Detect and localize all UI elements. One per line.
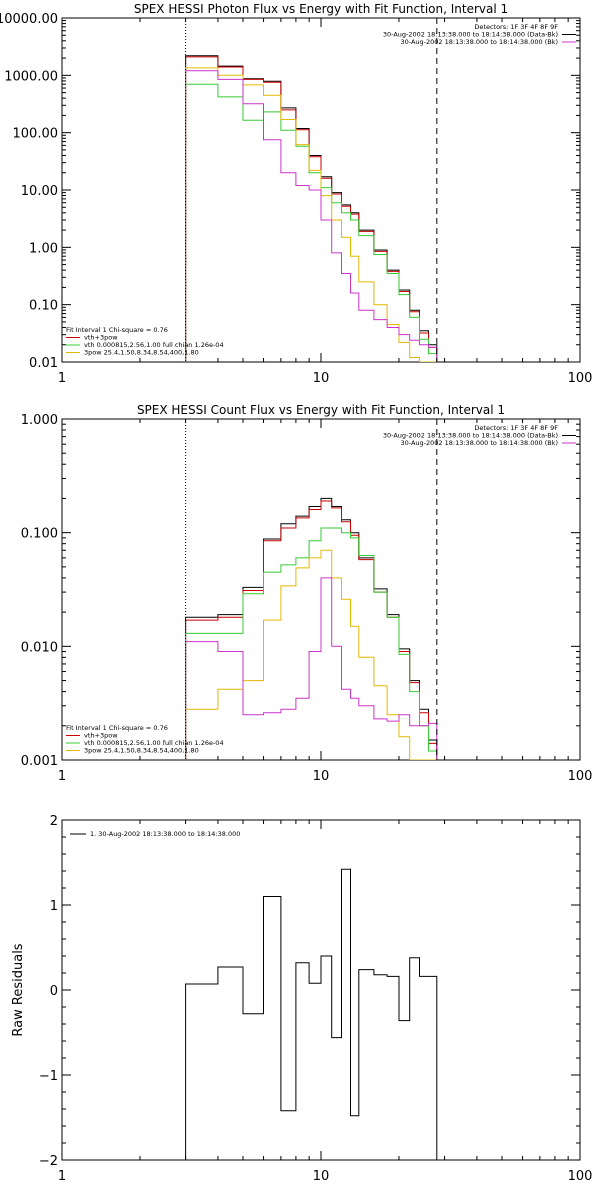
y-tick-label: −1	[39, 1069, 58, 1084]
y-tick-label: 1.000	[21, 413, 58, 428]
series-line-1	[185, 868, 438, 1160]
legend-entry: Detectors: 1F 3F 4F 8F 9F	[474, 23, 558, 31]
legend-entry: vth+3pow	[84, 732, 118, 740]
x-axis: 1 10 100	[58, 18, 593, 386]
legend-entry: vth 0.000815,2.56,1.00 full chian 1.26e-…	[84, 341, 224, 349]
legend-entry: 30-Aug-2002 18:13:38.000 to 18:14:38.000…	[401, 38, 558, 46]
y-tick-label: 0.01	[29, 356, 58, 371]
legend-entry: 30-Aug-2002 18:13:38.000 to 18:14:38.000…	[383, 31, 558, 39]
legend-entry: 3pow 25.4,1.50,8.34,8.54,400,1.80	[84, 349, 199, 357]
y-tick-label: 1.00	[29, 241, 58, 256]
y-tick-label: 0.10	[29, 299, 58, 314]
x-axis: 1 10 100	[58, 820, 593, 1184]
y-tick-label: 0.010	[21, 640, 58, 655]
y-tick-label: 0.001	[21, 754, 58, 769]
x-tick-label: 1	[58, 371, 66, 386]
y-tick-label: 10000.00	[0, 12, 58, 27]
legend-bl: Fit Interval 1 Chi-square = 0.76vth+3pow…	[66, 724, 224, 755]
x-tick-label: 1	[58, 769, 66, 784]
series-line-4	[185, 549, 438, 760]
y-tick-label: 1	[50, 899, 58, 914]
chart-3: Raw Residuals 1 10 100 −2 −1 0 1 2 1. 30-Aug-2002…	[11, 814, 592, 1184]
chart-2: SPEX HESSI Count Flux vs Energy with Fit…	[21, 403, 593, 784]
plot-frame	[61, 819, 581, 1161]
x-axis: 1 10 100	[58, 419, 593, 784]
series-line-3	[185, 527, 438, 760]
x-tick-label: 10	[313, 1169, 330, 1184]
legend-entry: vth 0.000815,2.56,1.00 full chian 1.26e-…	[84, 739, 224, 747]
legend-entry: 3pow 25.4,1.50,8.34,8.54,400,1.80	[84, 747, 199, 755]
series-group	[185, 497, 438, 760]
chart-title: SPEX HESSI Photon Flux vs Energy with Fi…	[134, 2, 508, 16]
chart-1: SPEX HESSI Photon Flux vs Energy with Fi…	[0, 2, 592, 386]
legend-tl: 1. 30-Aug-2002 18:13:38.000 to 18:14:38.…	[70, 830, 240, 838]
series-line-5	[185, 70, 438, 362]
x-tick-label: 10	[313, 371, 330, 386]
legend-entry: Fit Interval 1 Chi-square = 0.76	[66, 724, 168, 732]
series-line-5	[185, 577, 438, 760]
series-group	[185, 55, 438, 362]
x-tick-label: 100	[568, 371, 593, 386]
y-tick-label: 0.100	[21, 527, 58, 542]
x-tick-label: 100	[568, 1169, 593, 1184]
x-tick-label: 100	[568, 769, 593, 784]
legend-entry: 30-Aug-2002 18:13:38.000 to 18:14:38.000…	[401, 439, 558, 447]
legend-entry: Detectors: 1F 3F 4F 8F 9F	[474, 424, 558, 432]
series-group	[185, 868, 438, 1160]
y-axis: 0.01 0.10 1.00 10.00 100.00 1000.00 10000.00	[0, 12, 580, 371]
legend-entry: vth+3pow	[84, 334, 118, 342]
y-axis-label: Raw Residuals	[11, 943, 26, 1036]
legend-bl: Fit Interval 1 Chi-square = 0.76vth+3pow…	[66, 326, 224, 357]
y-tick-label: −2	[39, 1154, 58, 1169]
legend-entry: 30-Aug-2002 18:13:38.000 to 18:14:38.000…	[383, 432, 558, 440]
chart-title: SPEX HESSI Count Flux vs Energy with Fit…	[137, 403, 505, 417]
series-line-4	[185, 67, 438, 362]
y-axis: 0.001 0.010 0.100 1.000	[21, 413, 580, 769]
y-tick-label: 100.00	[13, 127, 59, 142]
x-tick-label: 10	[313, 769, 330, 784]
y-tick-label: 0	[50, 984, 58, 999]
x-tick-label: 1	[58, 1169, 66, 1184]
legend-entry: 1. 30-Aug-2002 18:13:38.000 to 18:14:38.…	[90, 830, 240, 838]
y-tick-label: 2	[50, 814, 58, 829]
y-tick-label: 1000.00	[4, 69, 58, 84]
y-tick-label: 10.00	[21, 184, 58, 199]
legend-entry: Fit Interval 1 Chi-square = 0.76	[66, 326, 168, 334]
y-axis: −2 −1 0 1 2	[39, 814, 580, 1169]
